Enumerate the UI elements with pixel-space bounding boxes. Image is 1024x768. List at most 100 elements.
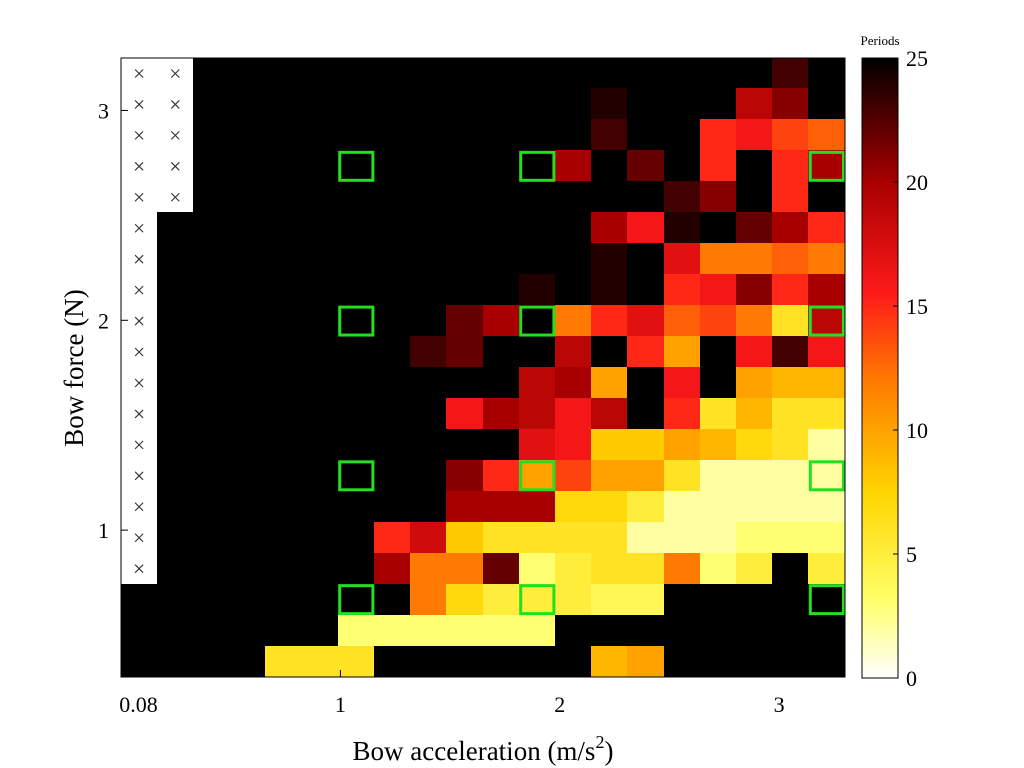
heatmap-cell: [338, 274, 375, 306]
heatmap-cell: [555, 398, 592, 430]
heatmap-cell: [302, 398, 339, 430]
heatmap-cell: [519, 615, 556, 647]
heatmap-cell: [374, 243, 411, 275]
heatmap-cell: [157, 429, 194, 461]
heatmap-cell: [519, 181, 556, 213]
heatmap-cell: [193, 429, 230, 461]
heatmap-cell: [664, 58, 701, 89]
highlight-box: [519, 584, 556, 616]
heatmap-cell: [700, 398, 737, 430]
heatmap-cell: [446, 429, 483, 461]
missing-data-marker: [134, 192, 144, 202]
heatmap-cell: [338, 491, 375, 523]
heatmap-cell: [338, 305, 375, 337]
heatmap-cell: [772, 398, 809, 430]
heatmap-cell: [555, 274, 592, 306]
heatmap-cell: [265, 336, 302, 368]
heatmap-cell: [374, 150, 411, 182]
colorbar-tick-label: 0: [906, 666, 917, 691]
heatmap-cell: [229, 88, 266, 120]
y-axis: 1 2 3: [98, 98, 128, 543]
heatmap-cell: [229, 615, 266, 647]
heatmap-cell: [483, 336, 520, 368]
highlight-box: [338, 150, 375, 182]
heatmap-cell: [410, 243, 447, 275]
heatmap-cell: [808, 553, 845, 585]
heatmap-cell: [700, 119, 737, 151]
highlight-boxes: [338, 150, 845, 616]
missing-data-marker: [134, 471, 144, 481]
y-tick-label: 3: [98, 98, 109, 123]
heatmap-cell: [700, 243, 737, 275]
missing-data-marker: [134, 316, 144, 326]
highlight-box: [808, 305, 845, 337]
heatmap-cell: [664, 615, 701, 647]
highlight-box: [808, 460, 845, 492]
heatmap-cell: [157, 553, 194, 585]
heatmap-cell: [627, 119, 664, 151]
heatmap-cell: [157, 274, 194, 306]
heatmap-cell: [627, 243, 664, 275]
heatmap-cell: [591, 58, 628, 89]
heatmap-cell: [229, 646, 266, 677]
heatmap-cell: [555, 150, 592, 182]
heatmap-cell: [302, 243, 339, 275]
heatmap-cell: [338, 646, 375, 677]
missing-data-marker: [134, 440, 144, 450]
heatmap-cell: [555, 243, 592, 275]
heatmap-cell: [555, 119, 592, 151]
heatmap-cell: [591, 429, 628, 461]
heatmap-cell: [808, 646, 845, 677]
heatmap-cell: [193, 305, 230, 337]
heatmap-cell: [265, 367, 302, 399]
heatmap-cell: [157, 584, 194, 616]
heatmap-cell: [808, 243, 845, 275]
heatmap-cell: [265, 181, 302, 213]
x-tick-label: 3: [774, 692, 785, 717]
y-tick-label: 2: [98, 308, 109, 333]
heatmap-cell: [555, 491, 592, 523]
heatmap-cell: [374, 58, 411, 89]
heatmap-cell: [627, 336, 664, 368]
heatmap-cell: [229, 305, 266, 337]
heatmap-cell: [374, 615, 411, 647]
heatmap-cell: [483, 522, 520, 554]
heatmap-cell: [193, 646, 230, 677]
heatmap-cell: [265, 212, 302, 244]
heatmap-cell: [664, 212, 701, 244]
heatmap-cell: [302, 305, 339, 337]
heatmap-cell: [410, 615, 447, 647]
heatmap-cell: [229, 150, 266, 182]
heatmap-cell: [446, 212, 483, 244]
heatmap-cell: [736, 398, 773, 430]
heatmap-cell: [157, 491, 194, 523]
heatmap-cell: [627, 150, 664, 182]
heatmap-cell: [483, 305, 520, 337]
heatmap-cell: [736, 181, 773, 213]
heatmap-cell: [157, 305, 194, 337]
heatmap-cell: [772, 367, 809, 399]
heatmap-cell: [338, 119, 375, 151]
heatmap-cell: [555, 58, 592, 89]
heatmap-cell: [772, 460, 809, 492]
heatmap-cell: [338, 181, 375, 213]
heatmap-cell: [410, 212, 447, 244]
heatmap-cell: [664, 243, 701, 275]
heatmap-cell: [338, 429, 375, 461]
missing-data-marker: [134, 130, 144, 140]
heatmap-cell: [410, 522, 447, 554]
heatmap-cell: [157, 460, 194, 492]
heatmap-cell: [627, 615, 664, 647]
heatmap-cell: [410, 460, 447, 492]
heatmap-cell: [483, 367, 520, 399]
heatmap-cell: [374, 305, 411, 337]
heatmap-cell: [736, 212, 773, 244]
heatmap-cell: [627, 88, 664, 120]
heatmap-cell: [229, 119, 266, 151]
heatmap-cell: [591, 522, 628, 554]
heatmap-cell: [555, 429, 592, 461]
missing-data-marker: [134, 347, 144, 357]
heatmap-cell: [446, 58, 483, 89]
heatmap-cell: [664, 460, 701, 492]
heatmap-cell: [700, 150, 737, 182]
